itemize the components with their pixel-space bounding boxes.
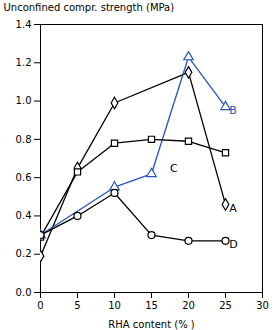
svg-text:D: D — [229, 238, 237, 251]
svg-text:0.2: 0.2 — [16, 248, 32, 259]
svg-text:1.4: 1.4 — [16, 19, 32, 30]
svg-text:A: A — [229, 202, 237, 215]
svg-text:0.4: 0.4 — [16, 210, 32, 221]
svg-text:1.0: 1.0 — [16, 95, 32, 106]
svg-text:Unconfined compr. strength (MP: Unconfined compr. strength (MPa) — [4, 2, 175, 13]
svg-text:15: 15 — [145, 300, 158, 311]
svg-text:B: B — [229, 104, 237, 117]
svg-text:10: 10 — [108, 300, 121, 311]
svg-text:5: 5 — [74, 300, 80, 311]
svg-text:0: 0 — [37, 300, 43, 311]
svg-text:C: C — [170, 162, 178, 175]
svg-text:1.2: 1.2 — [16, 57, 32, 68]
svg-text:0.6: 0.6 — [16, 172, 32, 183]
svg-text:RHA content (% ): RHA content (% ) — [108, 319, 195, 330]
svg-text:0.0: 0.0 — [16, 287, 32, 298]
svg-text:25: 25 — [219, 300, 232, 311]
svg-text:20: 20 — [182, 300, 195, 311]
svg-text:0.8: 0.8 — [16, 134, 32, 145]
svg-text:30: 30 — [256, 300, 269, 311]
